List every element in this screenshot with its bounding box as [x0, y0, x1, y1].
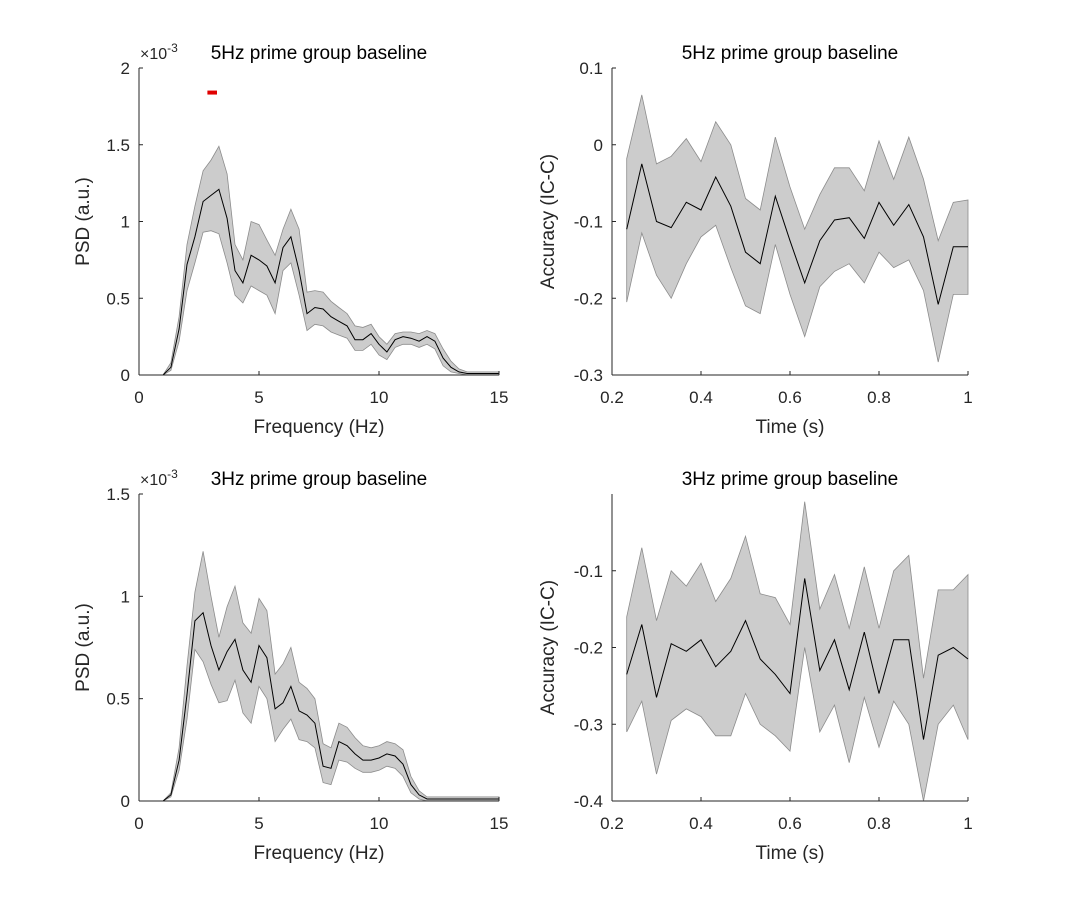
x-tick-label: 5 [254, 814, 263, 833]
y-tick-label: 0 [121, 792, 130, 811]
chart-title: 3Hz prime group baseline [211, 469, 428, 490]
x-axis-label: Frequency (Hz) [254, 417, 385, 438]
mean-line [626, 578, 969, 740]
confidence-band [162, 145, 500, 376]
x-tick-label: 0.4 [689, 814, 713, 833]
x-tick-label: 0.6 [778, 814, 802, 833]
exponent-power: -3 [167, 467, 178, 481]
y-tick-label: -0.3 [574, 715, 603, 734]
mean-line [626, 163, 968, 305]
y-tick-label: -0.1 [574, 562, 603, 581]
x-tick-label: 0.2 [600, 814, 624, 833]
y-axis-label: Accuracy (IC-C) [538, 580, 559, 715]
chart-panel-1: 0 5 10 15 0 0.5 1 1.5 2 Frequency (Hz) PSD (a.u.) ×… [73, 41, 508, 438]
y-tick-label: 0.1 [579, 59, 603, 78]
exponent-base: ×10 [140, 472, 167, 489]
x-tick-label: 10 [370, 388, 389, 407]
x-tick-label: 0.6 [778, 388, 802, 407]
y-tick-label: 1.5 [106, 485, 130, 504]
x-tick-label: 0 [134, 814, 143, 833]
x-tick-label: 0.8 [867, 814, 891, 833]
x-tick-label: 0.4 [689, 388, 713, 407]
x-tick-label: 0.8 [867, 388, 891, 407]
chart-title: 5Hz prime group baseline [682, 43, 899, 64]
y-tick-label: 0.5 [106, 289, 130, 308]
y-tick-label: -0.3 [574, 366, 603, 385]
x-axis-label: Frequency (Hz) [254, 843, 385, 864]
x-axis-label: Time (s) [756, 417, 825, 438]
exponent-power: -3 [167, 41, 178, 55]
confidence-band [626, 94, 969, 363]
chart-title: 5Hz prime group baseline [211, 43, 428, 64]
chart-panel-4: 0.2 0.4 0.6 0.8 1 -0.4 -0.3 -0.2 -0.1 Time (s) Acc… [538, 469, 973, 864]
exponent-base: ×10 [140, 46, 167, 63]
y-tick-label: -0.1 [574, 213, 603, 232]
y-tick-label: -0.2 [574, 289, 603, 308]
x-axis-label: Time (s) [756, 843, 825, 864]
chart-panel-2: 0.2 0.4 0.6 0.8 1 -0.3 -0.2 -0.1 0 0.1 Time (s) Acc… [538, 43, 973, 438]
y-axis-label: PSD (a.u.) [73, 603, 94, 692]
y-axis-label: Accuracy (IC-C) [538, 154, 559, 289]
chart-panel-3: 0 5 10 15 0 0.5 1 1.5 Frequency (Hz) PSD (a.u.) ×1… [73, 467, 508, 864]
y-tick-label: 0 [594, 136, 603, 155]
x-tick-label: 1 [963, 814, 972, 833]
confidence-band [626, 501, 969, 802]
x-tick-label: 1 [963, 388, 972, 407]
x-tick-label: 10 [370, 814, 389, 833]
y-tick-label: 1.5 [106, 136, 130, 155]
x-tick-label: 15 [490, 814, 509, 833]
y-tick-label: 2 [121, 59, 130, 78]
y-axis-label: PSD (a.u.) [73, 177, 94, 266]
y-tick-label: 1 [121, 213, 130, 232]
mean-line [162, 188, 499, 376]
confidence-band [162, 551, 500, 802]
x-tick-label: 0 [134, 388, 143, 407]
y-tick-label: 1 [121, 587, 130, 606]
chart-title: 3Hz prime group baseline [682, 469, 899, 490]
y-tick-label: -0.2 [574, 639, 603, 658]
mean-line [162, 611, 499, 802]
y-tick-label: 0.5 [106, 690, 130, 709]
x-tick-label: 5 [254, 388, 263, 407]
axis-exponent: ×10-3 [140, 41, 178, 63]
y-tick-label: 0 [121, 366, 130, 385]
x-tick-label: 0.2 [600, 388, 624, 407]
axis-exponent: ×10-3 [140, 467, 178, 489]
y-tick-label: -0.4 [574, 792, 603, 811]
x-tick-label: 15 [490, 388, 509, 407]
